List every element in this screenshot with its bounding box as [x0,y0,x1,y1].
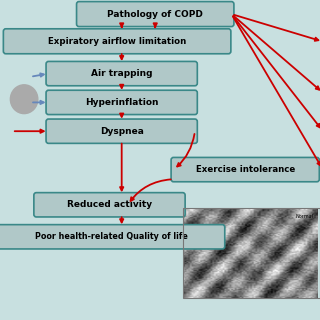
Text: Dyspnea: Dyspnea [100,127,144,136]
Text: Normal: Normal [296,214,314,220]
FancyBboxPatch shape [171,157,319,182]
Text: Pathology of COPD: Pathology of COPD [107,10,203,19]
Circle shape [10,85,38,114]
FancyBboxPatch shape [4,29,231,54]
FancyBboxPatch shape [46,119,197,143]
Text: Hyperinflation: Hyperinflation [85,98,158,107]
FancyBboxPatch shape [34,193,185,217]
Text: Reduced activity: Reduced activity [67,200,152,209]
FancyBboxPatch shape [46,90,197,115]
FancyBboxPatch shape [0,225,225,249]
Text: Air trapping: Air trapping [91,69,152,78]
FancyBboxPatch shape [46,61,197,86]
Text: Exercise intolerance: Exercise intolerance [196,165,295,174]
Bar [183,208,320,298]
Text: Poor health-related Quality of life: Poor health-related Quality of life [35,232,188,241]
FancyBboxPatch shape [76,2,234,27]
Text: Expiratory airflow limitation: Expiratory airflow limitation [48,37,186,46]
